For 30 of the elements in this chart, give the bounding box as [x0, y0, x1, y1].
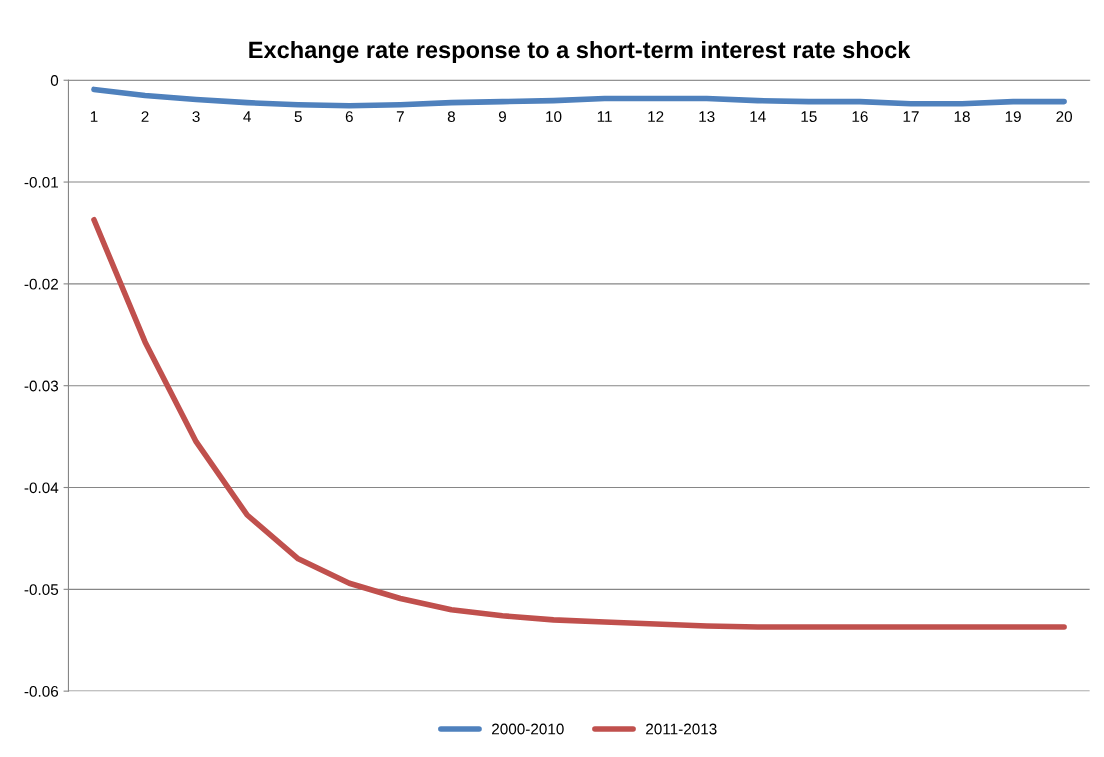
x-tick-label: 20: [1056, 111, 1073, 123]
x-tick-label: 3: [192, 111, 200, 123]
x-tick-label: 15: [801, 111, 817, 123]
x-tick-label: 8: [447, 111, 455, 123]
legend-label: 2011-2013: [646, 723, 717, 735]
x-tick-label: 10: [546, 111, 562, 123]
y-tick-label: -0.06: [24, 686, 59, 697]
y-tick-label: 0: [50, 75, 59, 86]
x-tick-label: 19: [1005, 111, 1021, 123]
x-tick-label: 7: [396, 111, 404, 122]
y-tick-label: -0.02: [24, 278, 58, 290]
x-tick-label: 17: [903, 111, 919, 122]
x-tick-label: 18: [954, 111, 970, 123]
x-tick-label: 6: [345, 111, 353, 123]
x-tick-label: 12: [648, 111, 664, 122]
x-tick-label: 13: [699, 111, 715, 123]
y-tick-label: -0.04: [24, 482, 59, 494]
x-tick-label: 16: [852, 111, 868, 123]
y-tick-label: -0.01: [24, 176, 58, 188]
x-tick-label: 4: [243, 111, 251, 122]
x-tick-label: 2: [141, 111, 149, 122]
y-tick-label: -0.03: [24, 380, 59, 392]
y-tick-label: -0.05: [24, 584, 59, 596]
legend-label: 2000-2010: [492, 723, 564, 735]
x-tick-label: 5: [294, 111, 302, 123]
chart-title: Exchange rate response to a short-term interest rate shock: [249, 40, 911, 64]
x-tick-label: 11: [597, 111, 612, 122]
x-tick-label: 1: [90, 111, 98, 122]
x-tick-label: 14: [750, 111, 766, 122]
x-tick-label: 9: [498, 111, 506, 123]
